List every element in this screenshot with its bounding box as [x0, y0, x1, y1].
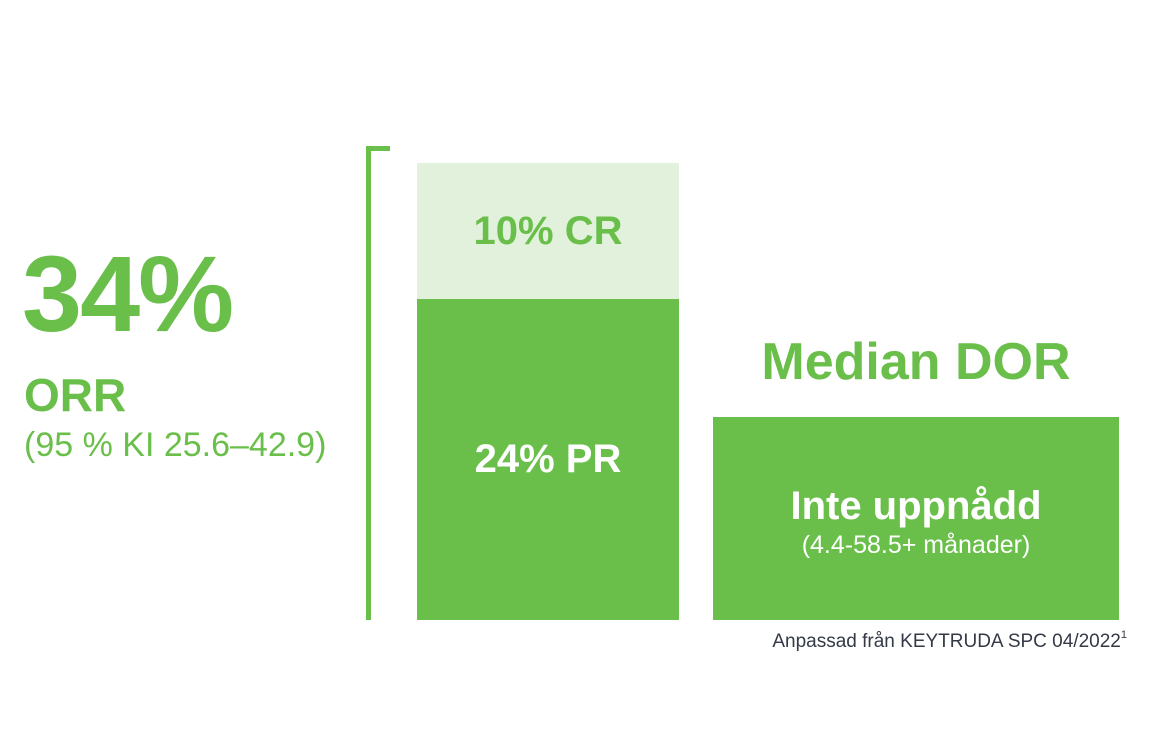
orr-bracket [366, 146, 390, 620]
orr-confidence-interval: (95 % KI 25.6–42.9) [24, 426, 327, 464]
dor-title: Median DOR [761, 333, 1071, 391]
dor-value: Inte uppnådd [790, 483, 1042, 528]
orr-value: 34% [22, 233, 234, 354]
source-text: Anpassad från KEYTRUDA SPC 04/2022 [772, 631, 1121, 652]
bar-segment-pr: 24% PR [417, 299, 679, 620]
dor-box: Inte uppnådd (4.4-58.5+ månader) [713, 417, 1119, 620]
bar-label-cr: 10% CR [473, 208, 623, 253]
source-superscript: 1 [1120, 629, 1127, 641]
bar-segment-cr: 10% CR [417, 163, 679, 299]
dor-range: (4.4-58.5+ månader) [801, 530, 1031, 559]
source-note: Anpassad från KEYTRUDA SPC 04/20221 [772, 629, 1127, 653]
orr-label: ORR [24, 369, 127, 421]
bar-label-pr: 24% PR [474, 437, 622, 481]
